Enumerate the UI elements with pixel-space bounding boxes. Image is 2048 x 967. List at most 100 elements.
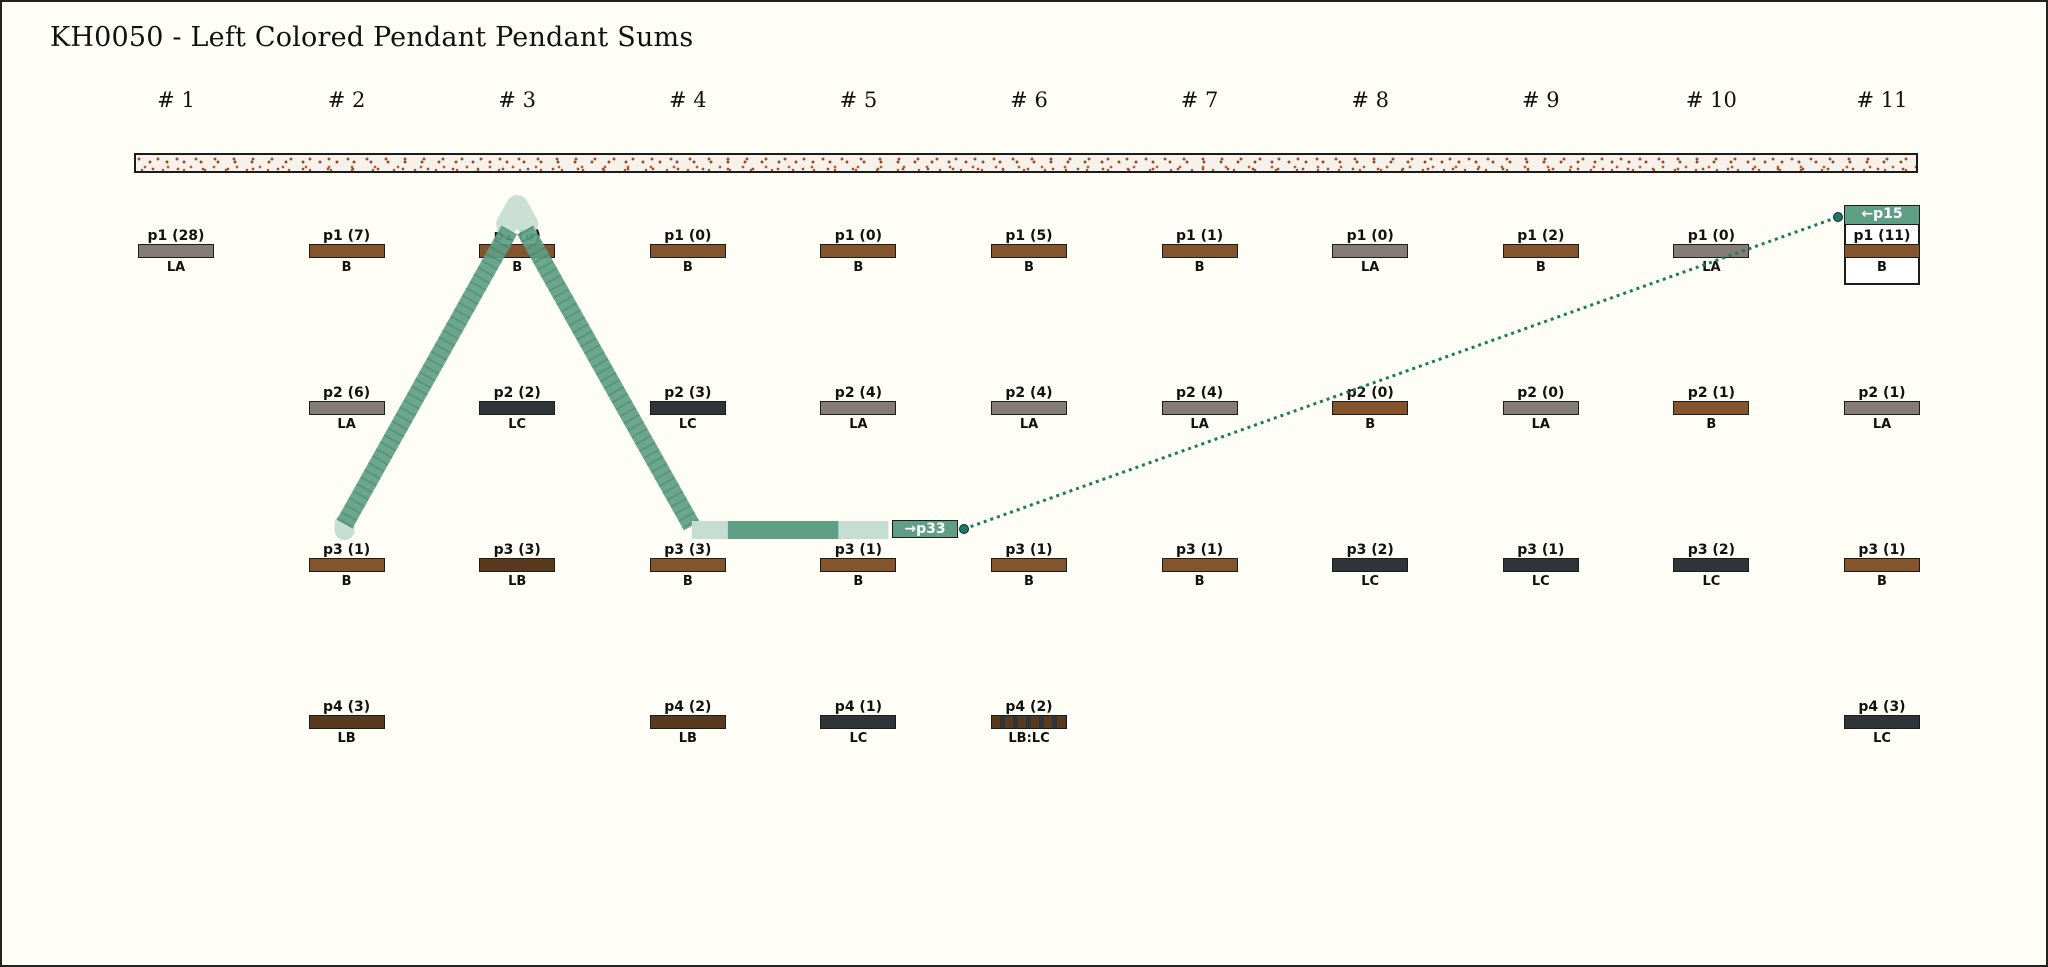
cord-label: # 9 — [1521, 88, 1560, 112]
pendant-label: p3 (1) — [1858, 542, 1906, 558]
pendant-color-code: LC — [1702, 574, 1721, 589]
pendant[interactable]: p1 (5) B — [991, 228, 1067, 276]
chain-apex — [496, 195, 539, 235]
pendant[interactable]: p3 (2) LC — [1673, 542, 1750, 590]
pendant-color-code: LA — [1019, 417, 1039, 432]
pendant-color-code: LC — [1873, 731, 1891, 746]
pendant-label: p2 (4) — [1005, 385, 1053, 401]
pendant-label: p1 (1) — [1176, 228, 1224, 244]
pendant-color-bar — [308, 244, 385, 258]
pendant-color-bar — [1844, 401, 1920, 415]
pendant-color-bar — [479, 401, 556, 415]
pendant-color-code: B — [1706, 417, 1717, 432]
pendant-label: p3 (1) — [1005, 542, 1053, 558]
pendant[interactable]: p4 (2) LB — [649, 699, 726, 747]
pendant-color-code: LA — [1190, 417, 1209, 432]
page-title: KH0050 - Left Colored Pendant Pendant Su… — [50, 22, 694, 53]
pendant[interactable]: p1 (0) B — [820, 228, 897, 276]
pendant[interactable]: p3 (3) B — [649, 542, 726, 590]
pendant-label: p1 (5) — [1005, 228, 1053, 244]
pendant[interactable]: p1 (0) LA — [1673, 228, 1750, 276]
pendant[interactable]: p1 (2) B — [1502, 228, 1579, 276]
pendant-color-bar — [991, 401, 1067, 415]
pendant[interactable]: p2 (0) B — [1332, 385, 1409, 433]
pendant-color-code: LC — [508, 417, 527, 432]
pendant[interactable]: p1 (1) B — [1161, 228, 1238, 276]
pendant[interactable]: p3 (1) B — [1844, 542, 1920, 590]
pendant-color-bar — [479, 244, 556, 258]
cord-label: # 7 — [1180, 88, 1219, 112]
cord-label: # 3 — [498, 88, 536, 112]
pendant[interactable]: p2 (1) B — [1673, 385, 1750, 433]
pendant-color-code: LA — [1531, 417, 1550, 432]
pendant-color-bar — [479, 558, 556, 572]
pendant-color-bar — [820, 715, 897, 729]
pendant[interactable]: p1 (11) B — [1844, 228, 1920, 276]
pendant[interactable]: p1 (7) B — [308, 228, 385, 276]
pendant-color-bar — [649, 715, 726, 729]
pendant-label: p1 (28) — [147, 228, 205, 244]
link-end-dot — [1833, 212, 1843, 222]
pendant-color-bar — [991, 558, 1067, 572]
pendant-color-code: B — [1194, 260, 1205, 275]
pendant[interactable]: p3 (2) LC — [1332, 542, 1409, 590]
cord-label: # 6 — [1010, 88, 1048, 112]
pendant[interactable]: p2 (3) LC — [649, 385, 726, 433]
pendant-color-bar — [1502, 244, 1579, 258]
pendant-color-bar — [820, 401, 897, 415]
pendant[interactable]: p3 (3) LB — [479, 542, 556, 590]
pendant-label: p1 (0) — [1687, 228, 1735, 244]
pendant[interactable]: p1 (0) B — [649, 228, 726, 276]
pendant-color-code: LC — [1361, 574, 1380, 589]
pendant[interactable]: p4 (3) LC — [1844, 699, 1920, 747]
pendant-color-bar — [138, 244, 214, 258]
pendant[interactable]: p3 (1) B — [308, 542, 385, 590]
pendant-color-bar — [1673, 401, 1750, 415]
pendant[interactable]: p2 (2) LC — [479, 385, 556, 433]
pendant[interactable]: p4 (2) LB:LC — [991, 699, 1067, 747]
pendant[interactable]: p4 (3) LB — [308, 699, 385, 747]
pendant[interactable]: p2 (4) LA — [991, 385, 1067, 433]
pendant-color-code: LA — [1872, 417, 1892, 432]
pendant-label: p1 (0) — [834, 228, 882, 244]
pendant-color-bar — [308, 558, 385, 572]
pendant-color-bar — [308, 401, 385, 415]
pendant[interactable]: p2 (0) LA — [1502, 385, 1579, 433]
sum-source-tag[interactable]: →p33 — [892, 520, 958, 538]
pendant[interactable]: p1 (6) B — [479, 228, 556, 276]
pendant-color-bar — [649, 244, 726, 258]
pendant-color-code: LB — [508, 574, 527, 589]
pendant[interactable]: p3 (1) B — [820, 542, 897, 590]
pendant[interactable]: p1 (0) LA — [1332, 228, 1409, 276]
pendant[interactable]: p4 (1) LC — [820, 699, 897, 747]
pendant-label: p2 (0) — [1346, 385, 1394, 401]
pendant[interactable]: p3 (1) LC — [1502, 542, 1579, 590]
pendant-color-code: B — [682, 260, 693, 275]
pendant-label: p3 (3) — [664, 542, 712, 558]
pendant-color-code: B — [341, 574, 352, 589]
pendant[interactable]: p2 (1) LA — [1844, 385, 1920, 433]
pendant-label: p1 (7) — [323, 228, 371, 244]
pendant-color-bar — [1332, 401, 1409, 415]
pendant[interactable]: p3 (1) B — [991, 542, 1067, 590]
pendant-label: p1 (0) — [1346, 228, 1394, 244]
pendant-color-bar — [1161, 558, 1238, 572]
pendant-color-code: LB — [337, 731, 356, 746]
pendant-label: p1 (2) — [1517, 228, 1565, 244]
pendant[interactable]: p3 (1) B — [1161, 542, 1238, 590]
pendant[interactable]: p2 (4) LA — [820, 385, 897, 433]
primary-cord — [134, 153, 1918, 173]
pendant-color-bar — [1673, 244, 1750, 258]
pendant-color-bar — [1502, 558, 1579, 572]
pendant-color-code: B — [1877, 574, 1887, 589]
pendant-color-code: LC — [678, 417, 697, 432]
pendant-color-code: LC — [1531, 574, 1550, 589]
pendant[interactable]: p2 (6) LA — [308, 385, 385, 433]
pendant-color-code: LB:LC — [1008, 731, 1050, 746]
pendant[interactable]: p2 (4) LA — [1161, 385, 1238, 433]
sum-target-tag[interactable]: ←p15 — [1844, 205, 1920, 225]
pendant-color-code: B — [682, 574, 693, 589]
pendant-color-bar — [991, 715, 1067, 729]
pendant[interactable]: p1 (28) LA — [138, 228, 214, 276]
